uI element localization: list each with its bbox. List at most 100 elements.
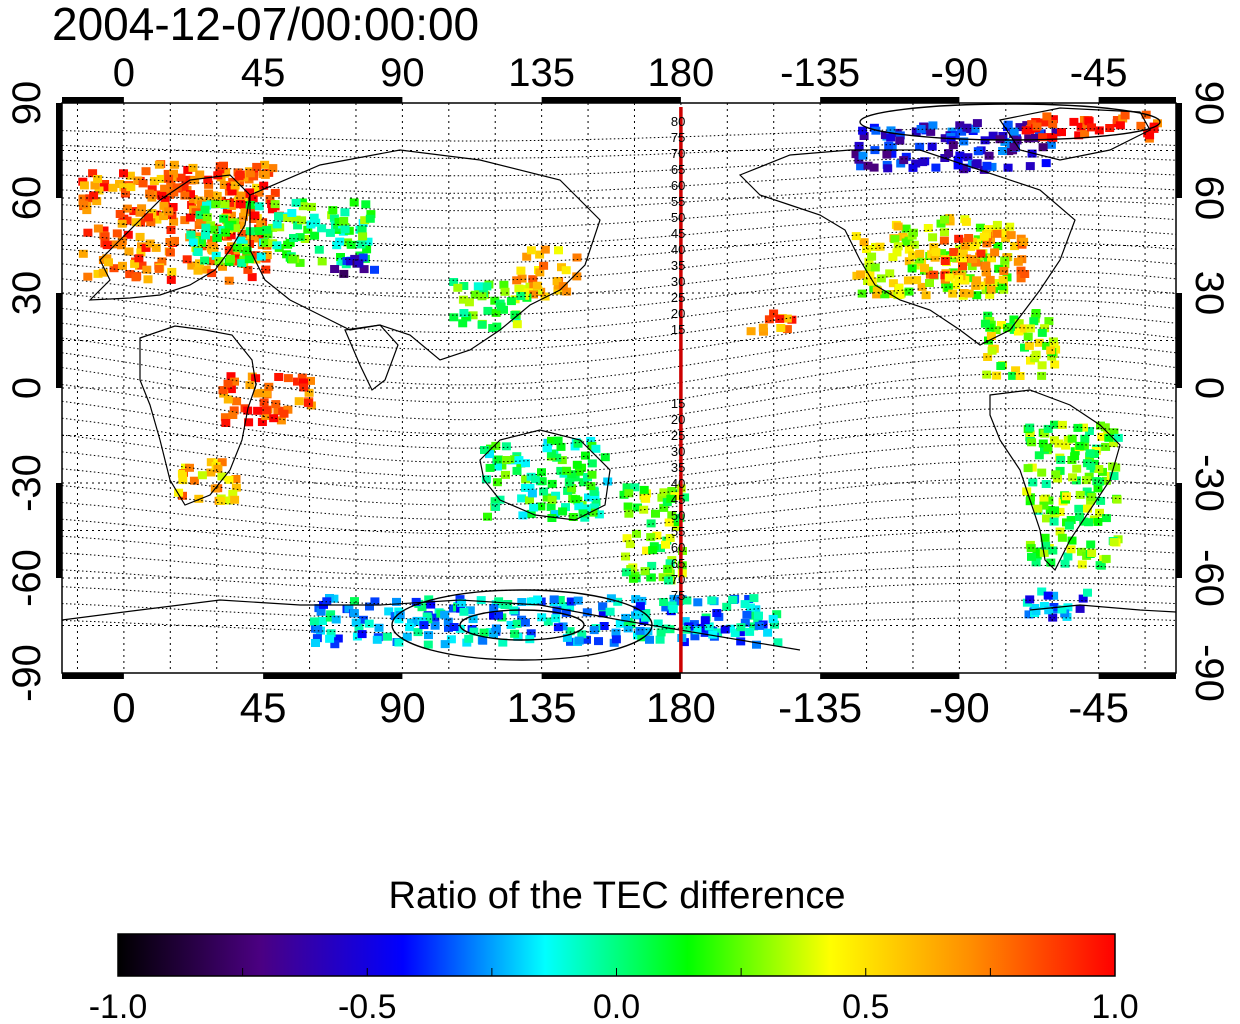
tec-cell: [582, 635, 591, 644]
tec-cell: [220, 200, 230, 208]
tec-cell: [1038, 133, 1048, 142]
tec-cell: [1075, 513, 1084, 521]
tec-cell: [948, 141, 958, 150]
tec-cell: [187, 261, 197, 270]
top-longitude-tick-label: 90: [380, 51, 425, 95]
tec-cell: [1021, 126, 1031, 135]
tec-cell: [646, 533, 656, 542]
tec-cell: [763, 628, 773, 637]
tec-cell: [556, 466, 566, 475]
tec-cell: [423, 640, 433, 649]
tec-cell: [492, 322, 502, 331]
tec-cell: [165, 248, 175, 257]
tec-cell: [661, 540, 670, 549]
tec-cell: [370, 265, 379, 274]
tec-cell: [1019, 237, 1029, 246]
tec-cell: [1113, 433, 1123, 442]
tec-cell: [992, 229, 1002, 238]
tec-cell: [562, 633, 572, 642]
tec-cell: [477, 320, 487, 329]
tec-cell: [1037, 587, 1047, 596]
tec-cell: [224, 475, 234, 484]
tec-cell: [1105, 124, 1115, 132]
meridian-label: 20: [671, 306, 685, 321]
tec-cell: [268, 223, 278, 232]
tec-cell: [1096, 496, 1106, 505]
top-longitude-tick-label: -90: [930, 51, 988, 95]
tec-cell: [656, 544, 665, 553]
tec-cell: [577, 630, 587, 639]
tec-cell: [514, 284, 524, 293]
tec-cell: [141, 167, 151, 176]
tec-cell: [243, 265, 253, 274]
tec-cell: [944, 273, 954, 282]
tec-cell: [491, 624, 501, 633]
tec-cell: [952, 254, 962, 263]
tec-cell: [572, 460, 582, 469]
tec-cell: [554, 246, 563, 255]
tec-cell: [90, 181, 100, 190]
tec-cell: [260, 170, 270, 179]
tec-cell: [998, 147, 1008, 155]
tec-cell: [1094, 126, 1104, 135]
tec-cell: [870, 263, 880, 272]
timestamp-title: 2004-12-07/00:00:00: [52, 0, 479, 50]
tec-cell: [536, 502, 546, 511]
tec-cell: [547, 479, 557, 488]
tec-cell: [1003, 120, 1013, 129]
tec-cell: [1047, 352, 1057, 361]
tec-cell: [904, 245, 914, 254]
axis-band: [56, 103, 62, 198]
tec-cell: [749, 611, 759, 620]
tec-cell: [551, 491, 561, 500]
tec-cell: [986, 285, 996, 294]
tec-cell: [1109, 428, 1119, 437]
tec-cell: [672, 522, 682, 531]
tec-cell: [166, 226, 176, 234]
left-latitude-tick-label: 60: [5, 176, 49, 221]
tec-cell: [1080, 130, 1090, 139]
bottom-longitude-tick-label: 180: [646, 684, 716, 731]
tec-cell: [494, 611, 503, 620]
tec-cell: [883, 164, 893, 173]
tec-cell: [553, 436, 563, 445]
tec-cell: [1048, 120, 1058, 128]
tec-cell: [542, 444, 552, 453]
tec-cell: [890, 235, 900, 244]
meridian-label: 65: [671, 162, 685, 177]
tec-cell: [904, 257, 914, 266]
tec-cell: [679, 638, 689, 647]
tec-cell: [181, 175, 191, 184]
tec-cell: [147, 185, 157, 194]
tec-cell: [984, 151, 994, 160]
tec-cell: [440, 640, 450, 649]
tec-cell: [1031, 310, 1041, 319]
tec-cell: [773, 638, 783, 647]
tec-cell: [372, 635, 382, 644]
tec-cell: [93, 224, 103, 233]
tec-cell: [168, 203, 178, 211]
tec-cell: [195, 210, 205, 219]
tec-cell: [552, 453, 562, 462]
tec-cell: [485, 450, 494, 459]
tec-cell: [1050, 420, 1059, 429]
tec-cell: [658, 573, 668, 582]
tec-cell: [501, 442, 511, 451]
tec-cell: [996, 362, 1006, 370]
magnetic-contour: [61, 341, 1177, 403]
tec-cell: [365, 602, 374, 611]
tec-cell: [339, 216, 349, 225]
tec-cell: [929, 243, 939, 252]
tec-cell: [489, 604, 499, 612]
meridian-label: 35: [671, 460, 685, 475]
tec-cell: [680, 493, 690, 502]
tec-cell: [202, 201, 211, 210]
tec-cell: [244, 255, 254, 264]
meridian-label: 70: [671, 146, 685, 161]
tec-cell: [115, 210, 125, 218]
tec-cell: [356, 240, 366, 249]
tec-cell: [154, 264, 164, 273]
tec-cell: [264, 382, 274, 391]
tec-cell: [279, 409, 289, 418]
tec-cell: [213, 464, 223, 473]
